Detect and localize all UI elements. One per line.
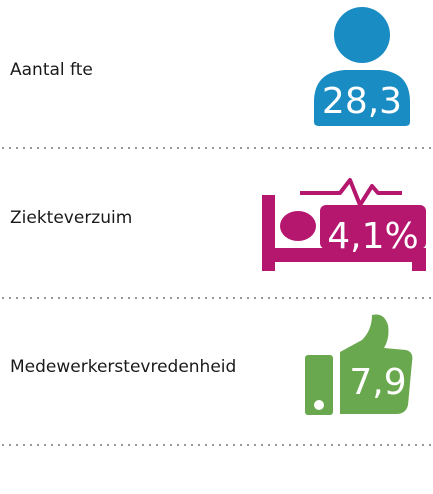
item-label: Medewerkerstevredenheid	[10, 357, 236, 377]
item-label: Aantal fte	[10, 60, 93, 80]
person-icon	[314, 7, 410, 126]
thumb-icon	[305, 314, 413, 415]
item-value: 28,3	[322, 81, 402, 122]
bed-icon	[262, 178, 426, 271]
item-label: Ziekteverzuim	[10, 208, 132, 228]
item-value: 4,1%	[327, 216, 418, 257]
item-value: 7,9	[349, 362, 406, 403]
